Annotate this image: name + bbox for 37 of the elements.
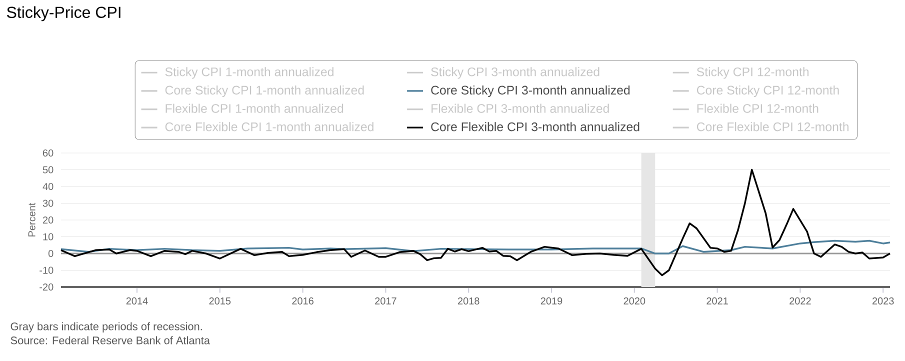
y-tick-label: 50 bbox=[42, 166, 54, 174]
x-tick-label: 2015 bbox=[209, 297, 231, 304]
x-tick-label: 2014 bbox=[126, 297, 148, 304]
legend-label: Sticky CPI 1-month annualized bbox=[165, 67, 334, 79]
source-note: Source: Federal Reserve Bank of Atlanta bbox=[10, 336, 210, 344]
legend-label: Sticky CPI 3-month annualized bbox=[431, 67, 600, 79]
x-tick-label: 2022 bbox=[790, 297, 811, 304]
x-tick-label: 2019 bbox=[540, 297, 562, 304]
y-tick-label: -10 bbox=[40, 266, 54, 274]
y-tick-label: -20 bbox=[40, 283, 54, 291]
y-tick-label: 40 bbox=[42, 182, 54, 190]
legend-label: Core Sticky CPI 12-month bbox=[696, 85, 839, 98]
legend-label: Core Sticky CPI 1-month annualized bbox=[165, 85, 364, 98]
y-tick-label: 10 bbox=[43, 233, 54, 240]
legend-label: Core Flexible CPI 3-month annualized bbox=[431, 122, 640, 132]
legend-label: Flexible CPI 3-month annualized bbox=[432, 104, 609, 113]
legend-label: Core Sticky CPI 3-month annualized bbox=[431, 85, 630, 98]
legend-label: Flexible CPI 1-month annualized bbox=[166, 104, 344, 113]
legend-label: Core Flexible CPI 12-month bbox=[696, 122, 848, 132]
legend-label: Flexible CPI 12-month bbox=[697, 104, 818, 113]
x-tick-label: 2016 bbox=[292, 297, 314, 304]
chart-title: Sticky-Price CPI bbox=[7, 6, 120, 22]
line-series bbox=[60, 240, 891, 254]
y-tick-label: 30 bbox=[42, 200, 54, 207]
x-tick-label: 2017 bbox=[375, 297, 396, 304]
x-tick-label: 2018 bbox=[458, 297, 480, 304]
legend-label: Core Flexible CPI 1-month annualized bbox=[165, 122, 374, 132]
x-tick-label: 2020 bbox=[624, 297, 646, 304]
y-axis-title: Percent bbox=[28, 202, 36, 236]
x-tick-label: 2023 bbox=[872, 297, 894, 304]
legend-label: Sticky CPI 12-month bbox=[696, 67, 809, 79]
y-tick-label: 20 bbox=[43, 216, 54, 224]
line-series bbox=[60, 168, 891, 276]
text: Gray bars indicate periods of recession. bbox=[10, 322, 202, 332]
y-tick-label: 60 bbox=[43, 149, 54, 157]
x-tick-label: 2021 bbox=[706, 297, 728, 304]
y-tick-label: 0 bbox=[48, 250, 54, 258]
